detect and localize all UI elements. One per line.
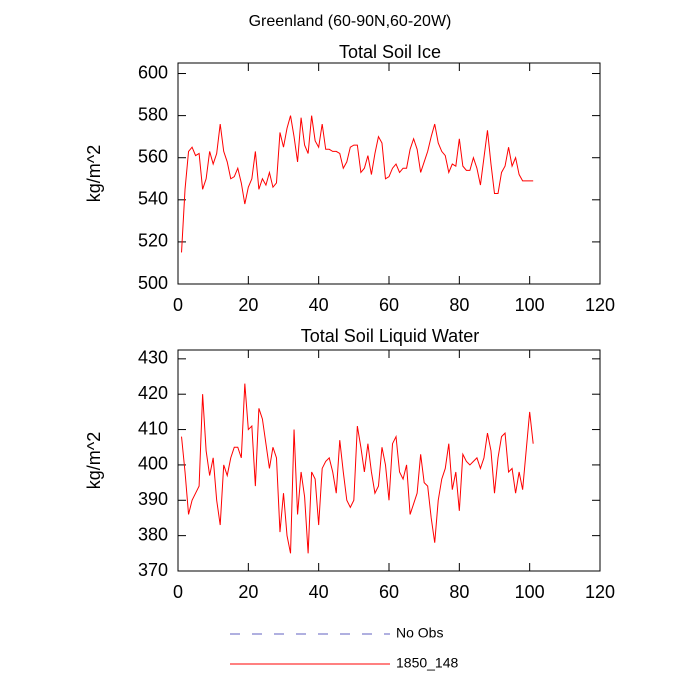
legend-label: 1850_148 (396, 655, 459, 671)
x-tick-label: 60 (379, 295, 399, 315)
x-tick-label: 20 (238, 582, 258, 602)
x-tick-label: 40 (309, 582, 329, 602)
y-tick-label: 540 (138, 189, 168, 209)
y-tick-label: 580 (138, 104, 168, 124)
y-tick-label: 420 (138, 383, 168, 403)
legend-label: No Obs (396, 625, 443, 641)
x-tick-label: 120 (585, 295, 615, 315)
y-tick-label: 430 (138, 348, 168, 368)
x-tick-label: 80 (449, 582, 469, 602)
y-tick-label: 390 (138, 489, 168, 509)
x-tick-label: 0 (173, 295, 183, 315)
data-line (181, 383, 534, 554)
x-tick-label: 0 (173, 582, 183, 602)
x-tick-label: 100 (515, 295, 545, 315)
plot-title: Total Soil Liquid Water (301, 326, 479, 346)
y-tick-label: 400 (138, 454, 168, 474)
plot-title: Total Soil Ice (339, 42, 441, 62)
y-axis-label: kg/m^2 (84, 145, 104, 202)
y-tick-label: 500 (138, 273, 168, 293)
y-axis-label: kg/m^2 (84, 432, 104, 489)
plot-frame (177, 62, 601, 285)
y-tick-label: 370 (138, 560, 168, 580)
x-tick-label: 120 (585, 582, 615, 602)
x-tick-label: 80 (449, 295, 469, 315)
y-tick-label: 560 (138, 146, 168, 166)
y-tick-label: 520 (138, 231, 168, 251)
x-tick-label: 100 (515, 582, 545, 602)
x-tick-label: 40 (309, 295, 329, 315)
main-title: Greenland (60-90N,60-20W) (249, 13, 452, 30)
x-tick-label: 20 (238, 295, 258, 315)
y-tick-label: 380 (138, 524, 168, 544)
plot-frame (177, 349, 601, 572)
y-tick-label: 410 (138, 418, 168, 438)
x-tick-label: 60 (379, 582, 399, 602)
data-line (181, 115, 534, 253)
y-tick-label: 600 (138, 62, 168, 82)
